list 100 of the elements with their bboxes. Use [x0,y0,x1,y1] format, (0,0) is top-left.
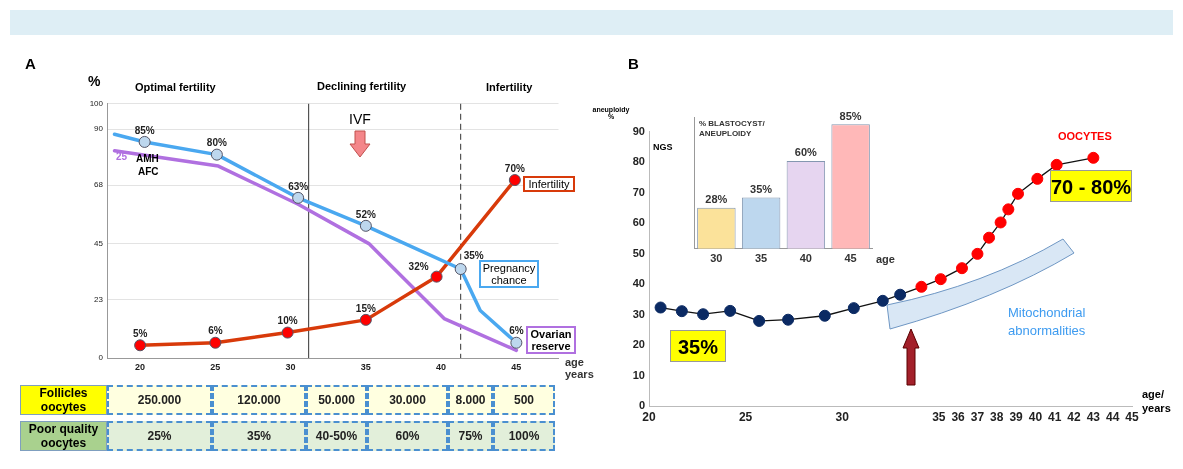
point [508,174,521,187]
x-tick-label: 35 [360,361,371,372]
data-label: 35% [463,249,484,261]
point [1002,203,1015,216]
x-tick-label: 39 [1009,409,1024,424]
annotation: 35% [670,330,726,362]
x-tick-label: 40 [799,252,812,265]
y-tick-label: 23 [94,294,104,304]
text: 8.000 [455,393,486,407]
point [359,219,372,232]
series-label: OOCYTES [1058,130,1112,142]
data-label: 63% [288,180,309,192]
point [934,273,947,286]
x-tick-label: 44 [1106,409,1120,424]
y-tick-label: 30 [632,307,645,320]
data-label: 5% [132,328,148,340]
point [209,336,222,349]
point [955,262,968,275]
y-tick-label: 70 [632,185,645,198]
data-label: 70% [504,162,525,174]
point [724,304,737,317]
data-label: 6% [208,325,223,337]
x-tick-label: 30 [710,252,723,265]
point [1031,172,1044,185]
point [983,231,996,244]
text: 50.000 [318,393,355,407]
chart-title: A [25,55,36,72]
text: 30.000 [389,393,426,407]
y-tick-label: 100 [89,99,104,108]
point [134,339,147,352]
point [818,309,831,322]
text: 500 [513,393,535,407]
point [1087,151,1100,164]
point [654,301,667,314]
y-tick-label: 40 [632,277,645,290]
text: 250.000 [137,393,182,407]
x-tick-label: 30 [285,361,296,372]
data-label: 32% [408,261,429,273]
x-axis-title: age [876,253,895,265]
text: Optimal fertility [135,81,216,93]
y-tick-label: 0 [638,399,645,412]
y-tick-label: 68 [94,180,104,190]
data-label: 10% [277,315,298,327]
point [675,305,688,318]
point [753,314,766,327]
data-label: 52% [355,208,376,220]
x-tick-label: 20 [135,361,146,372]
x-tick-label: 40 [436,361,447,372]
data-label: 28% [705,193,728,206]
data-label: 35% [750,183,773,196]
y-tick-label: 50 [632,246,645,259]
point [210,148,223,161]
annotation: IVF [349,111,371,127]
y-tick-label: 60 [632,216,645,229]
annotation: Mitochondrial abnormalities [1008,304,1087,341]
x-tick-label: 25 [738,409,753,424]
x-tick-label: 41 [1048,409,1062,424]
text: Infertility [486,81,533,93]
x-tick-label: 38 [990,409,1004,424]
data-label: 60% [794,146,818,159]
annotation: AMH [136,153,159,164]
point [847,302,860,315]
point [1012,187,1025,200]
annotation: AFC [138,166,159,177]
point [994,216,1007,229]
x-tick-label: 35 [755,252,768,265]
series-label: Pregnancy chance [479,260,539,288]
point [915,280,928,293]
x-tick-label: 45 [844,252,857,265]
chart-title: % BLASTOCYST/ ANEUPLOIDY [699,119,766,139]
text: 120.000 [237,393,281,407]
x-tick-label: 36 [951,409,966,424]
data-label: 80% [206,137,227,149]
y-tick-label: 90 [94,124,104,134]
point [510,336,523,349]
point [138,135,151,148]
x-tick-label: 35 [932,409,946,424]
point [894,288,907,301]
y-tick-label: 0 [98,353,104,363]
point [697,308,710,321]
category-label: Poor quality oocytes [28,422,99,450]
x-axis-title: age/ years [1142,388,1172,416]
y-tick-label: 10 [632,368,645,381]
y-tick-label: 45 [94,238,104,248]
text: 25% [147,429,172,443]
x-tick-label: 37 [970,409,985,424]
point [359,313,372,326]
data-label: 85% [839,109,862,122]
y-axis-title: NGS [653,142,673,152]
series-label: Ovarian reserve [526,326,576,354]
point [281,326,294,339]
y-tick-label: 20 [632,338,645,351]
data-label: 15% [355,302,376,314]
text: 40-50% [315,429,358,443]
x-tick-label: 25 [210,361,221,372]
x-tick-label: 42 [1067,409,1082,424]
annotation: 70 - 80% [1050,170,1132,202]
point [430,270,443,283]
text: 75% [458,429,483,443]
point [454,263,467,276]
